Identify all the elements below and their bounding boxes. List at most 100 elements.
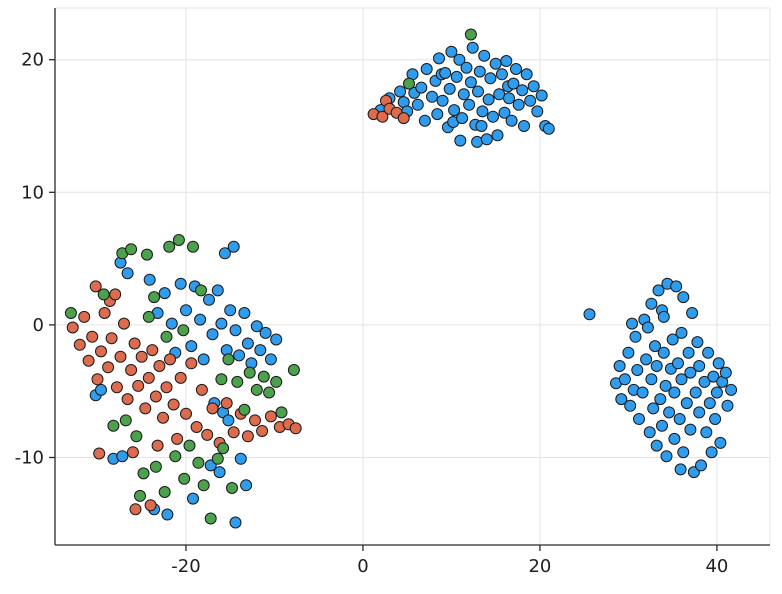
scatter-point-series-1-blue [233,349,246,362]
scatter-point-series-1-blue [695,459,707,472]
scatter-point-series-1-blue [420,63,433,75]
scatter-point-series-1-blue [473,65,486,78]
scatter-point-series-1-blue [433,52,445,65]
scatter-point-series-3-green [403,77,415,90]
scatter-point-series-3-green [464,28,477,41]
scatter-point-series-1-blue [484,72,497,85]
scatter-point-series-3-green [183,439,196,452]
scatter-point-series-1-blue [527,80,540,93]
scatter-point-series-1-blue [495,68,508,81]
scatter-point-series-1-blue [660,450,673,463]
scatter-point-series-2-orange [220,397,233,410]
scatter-point-series-1-blue [426,90,438,103]
scatter-point-series-2-orange [160,381,173,394]
scatter-point-series-1-blue [215,317,228,330]
scatter-point-series-1-blue [710,386,723,399]
scatter-point-series-1-blue [463,98,476,111]
scatter-point-series-1-blue [702,346,715,359]
scatter-point-series-1-blue [631,364,644,376]
scatter-point-series-2-orange [195,383,208,396]
scatter-point-series-3-green [169,450,182,463]
scatter-point-series-1-blue [503,92,515,105]
scatter-point-series-1-blue [618,373,631,386]
scatter-point-series-1-blue [480,133,493,146]
scatter-point-series-1-blue [626,317,638,330]
scatter-point-series-1-blue [684,423,697,436]
scatter-point-series-2-orange [102,361,115,374]
scatter-point-series-1-blue [187,492,199,505]
scatter-point-series-3-green [217,442,230,455]
scatter-point-series-2-orange [174,371,187,384]
scatter-point-series-3-green [226,482,238,494]
scatter-point-series-1-blue [394,85,407,98]
scatter-point-series-1-blue [431,108,444,121]
y-tick-label: 20 [21,50,44,71]
scatter-point-series-1-blue [464,76,477,89]
x-tick-label: 40 [705,556,728,577]
scatter-point-series-3-green [137,467,150,480]
scatter-point-series-2-orange [95,345,107,358]
scatter-point-series-1-blue [500,55,513,67]
scatter-point-series-2-orange [151,439,164,452]
scatter-point-series-3-green [263,386,276,399]
scatter-point-series-1-blue [507,77,520,90]
scatter-point-series-1-blue [161,508,174,521]
scatter-point-series-3-green [195,284,207,297]
scatter-point-series-1-blue [180,304,192,317]
scatter-point-series-1-blue [478,49,491,62]
scatter-point-series-1-blue [197,353,210,366]
scatter-point-series-1-blue [194,313,207,326]
scatter-point-series-1-blue [707,370,720,383]
scatter-point-series-1-blue [259,326,272,339]
scatter-point-series-3-green [149,460,162,473]
scatter-point-series-3-green [215,373,228,386]
scatter-point-series-1-blue [185,340,198,353]
scatter-point-series-2-orange [241,430,254,443]
scatter-point-series-2-orange [128,337,141,350]
scatter-point-series-1-blue [456,112,469,125]
scatter-point-series-1-blue [684,366,697,379]
scatter-point-series-3-green [211,452,224,465]
scatter-point-series-1-blue [415,81,428,94]
scatter-point-series-1-blue [714,436,727,449]
scatter-point-series-2-orange [105,332,118,345]
scatter-point-series-1-blue [675,373,688,386]
scatter-point-series-1-blue [668,432,681,445]
scatter-point-series-1-blue [677,291,690,304]
scatter-point-series-1-blue [227,240,240,253]
scatter-point-series-3-green [287,364,300,376]
scatter-point-series-1-blue [682,346,695,359]
scatter-point-series-1-blue [659,379,672,392]
scatter-point-series-1-blue [615,393,628,406]
scatter-point-series-3-green [187,240,199,253]
scatter-point-series-1-blue [516,84,529,97]
scatter-point-series-1-blue [652,284,665,297]
scatter-point-series-2-orange [157,411,169,424]
scatter-point-series-1-blue [643,426,656,439]
scatter-point-series-1-blue [454,134,467,147]
scatter-point-series-3-green [97,288,110,301]
scatter-point-series-1-blue [498,106,511,119]
scatter-point-series-3-green [172,234,185,246]
scatter-point-series-1-blue [583,308,596,321]
scatter-point-series-1-blue [641,321,654,334]
scatter-point-series-3-green [257,370,270,383]
scatter-point-series-3-green [197,479,210,492]
scatter-point-series-1-blue [703,397,716,410]
scatter-point-series-1-blue [674,463,687,476]
scatter-point-series-3-green [130,430,143,443]
scatter-point-series-3-green [148,291,161,304]
scatter-point-series-1-blue [693,406,706,419]
scatter-point-series-3-green [204,512,217,525]
scatter-point-series-1-blue [505,114,518,127]
scatter-point-series-1-blue [680,397,693,410]
scatter-point-series-2-orange [206,402,219,415]
scatter-point-series-1-blue [689,386,702,399]
scatter-point-series-3-green [158,486,171,498]
scatter-point-series-1-blue [535,89,548,102]
scatter-point-series-1-blue [640,353,653,366]
scatter-point-series-2-orange [249,414,261,427]
scatter-point-series-1-blue [489,57,502,70]
scatter-point-series-1-blue [721,399,734,412]
scatter-point-series-3-green [64,307,77,319]
